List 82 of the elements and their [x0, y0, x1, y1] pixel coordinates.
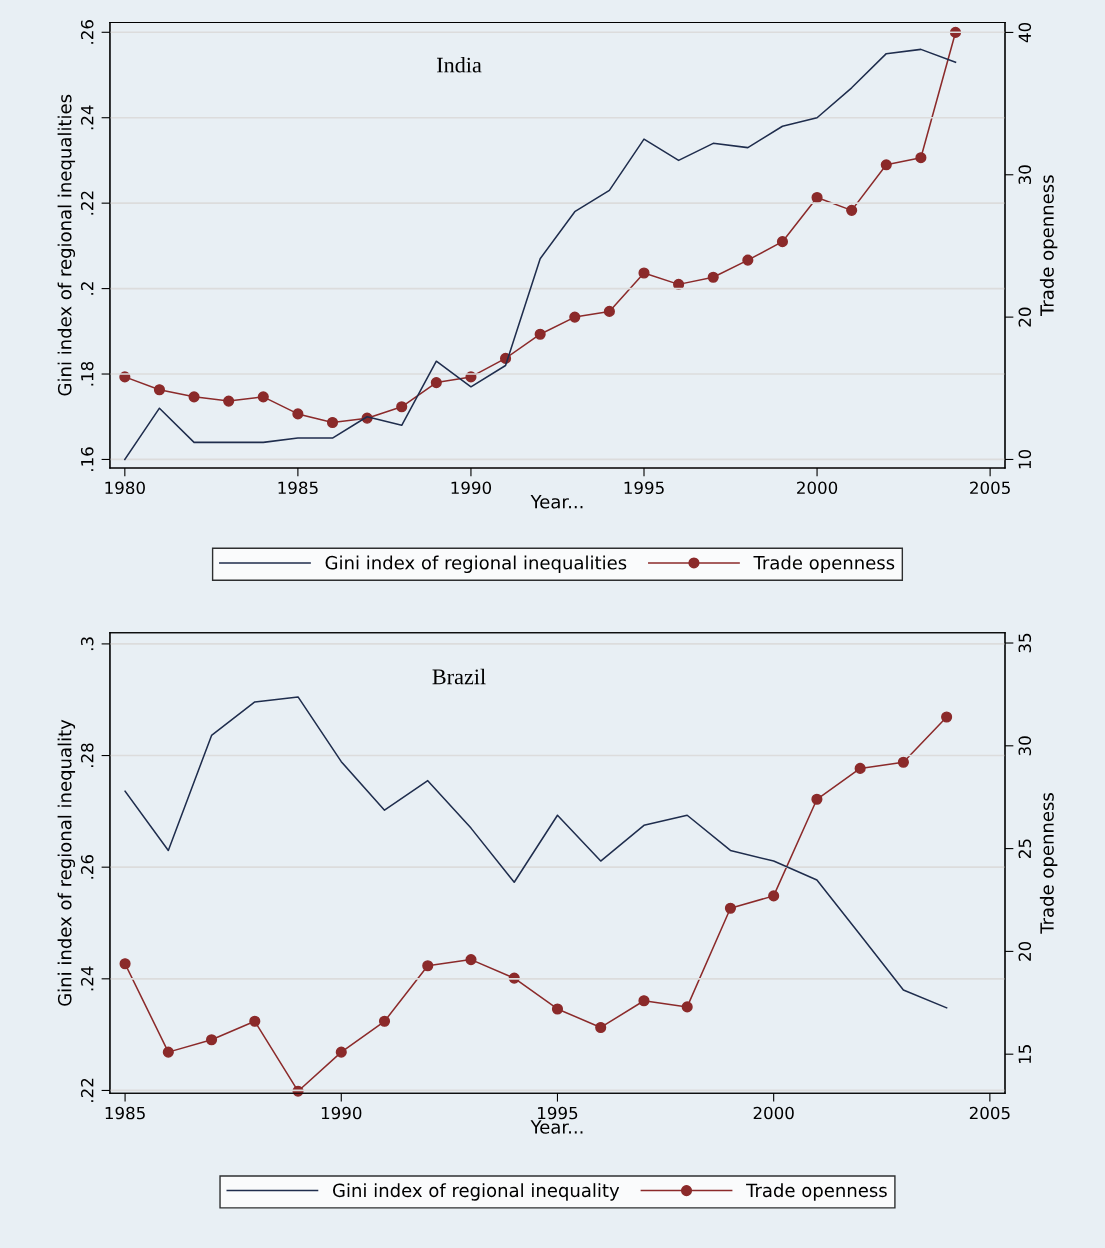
y2-axis-title: Trade openness	[1039, 793, 1058, 934]
y-tick-label: .2	[80, 282, 94, 295]
y2-tick-label: 30	[1018, 736, 1032, 756]
point	[776, 236, 789, 248]
point	[638, 267, 650, 279]
text: Brazil	[432, 668, 486, 685]
y-tick-label: .3	[80, 637, 94, 651]
legend-label: Trade openness	[753, 555, 895, 574]
point	[707, 271, 719, 283]
y-axis-title: Gini index of regional inequality	[57, 719, 76, 1006]
x-tick-label: 2005	[970, 481, 1010, 495]
point	[915, 152, 927, 164]
point	[854, 762, 866, 774]
y-tick-label: .24	[80, 105, 94, 130]
y-tick-label: .18	[80, 361, 94, 386]
x-tick-label: 2000	[797, 481, 838, 495]
y-tick-label: .26	[80, 20, 94, 44]
point	[430, 377, 442, 389]
y-tick-label: .24	[80, 966, 94, 991]
y2-tick-label: 20	[1018, 307, 1032, 327]
point	[595, 1021, 607, 1034]
text: India	[436, 56, 482, 73]
y2-tick-label: 25	[1018, 839, 1032, 858]
point	[188, 391, 200, 403]
point	[206, 1034, 218, 1046]
point	[257, 391, 269, 403]
point	[326, 416, 339, 429]
point	[153, 384, 165, 396]
y2-tick-label: 20	[1018, 941, 1032, 961]
point	[742, 254, 754, 266]
point	[534, 328, 546, 340]
y-tick-label: .22	[80, 191, 94, 215]
point	[681, 1001, 693, 1013]
x-axis-title: Year...	[530, 495, 583, 509]
point	[396, 401, 408, 413]
x-tick-label: 1985	[278, 481, 318, 495]
legend-label: Gini index of regional inequalities	[325, 555, 627, 574]
y-tick-label: .28	[80, 743, 94, 768]
y2-tick-label: 10	[1018, 449, 1032, 469]
x-tick-label: 1995	[538, 1106, 578, 1120]
point	[811, 191, 823, 204]
point	[335, 1046, 347, 1058]
point	[223, 395, 235, 407]
point	[603, 305, 615, 317]
x-axis-title: Year...	[530, 1120, 583, 1134]
y-tick-label: .16	[80, 447, 94, 471]
point	[465, 954, 477, 966]
point	[941, 711, 953, 723]
y2-axis-title: Trade openness	[1039, 175, 1058, 317]
y-tick-label: .22	[80, 1078, 94, 1102]
point	[551, 1003, 564, 1015]
point	[846, 204, 858, 216]
point	[811, 793, 823, 805]
point	[638, 995, 650, 1007]
point	[724, 902, 736, 914]
y2-tick-label: 15	[1018, 1045, 1032, 1063]
point	[292, 408, 304, 420]
point	[768, 890, 780, 902]
point	[569, 311, 581, 323]
point	[880, 159, 892, 171]
x-tick-label: 1990	[321, 1106, 362, 1120]
x-tick-label: 1990	[451, 481, 492, 495]
x-tick-label: 2000	[753, 1106, 794, 1120]
x-tick-label: 1985	[105, 1106, 145, 1120]
legend-label: Trade openness	[746, 1183, 887, 1201]
point	[249, 1015, 261, 1027]
y-axis-title: Gini index of regional inequalities	[57, 94, 76, 396]
y-tick-label: .26	[80, 854, 94, 879]
x-tick-label: 2005	[969, 1106, 1010, 1120]
point	[378, 1015, 391, 1027]
point	[897, 756, 909, 768]
line-series	[124, 696, 948, 1009]
x-tick-label: 1980	[105, 481, 145, 495]
y2-tick-label: 30	[1018, 165, 1032, 185]
y2-tick-label: 40	[1018, 22, 1032, 43]
x-tick-label: 1995	[624, 481, 664, 495]
point	[673, 278, 685, 290]
point	[119, 958, 131, 970]
y2-tick-label: 35	[1018, 633, 1032, 653]
point	[422, 960, 434, 972]
legend-label: Gini index of regional inequality	[332, 1183, 620, 1201]
point	[162, 1046, 174, 1058]
